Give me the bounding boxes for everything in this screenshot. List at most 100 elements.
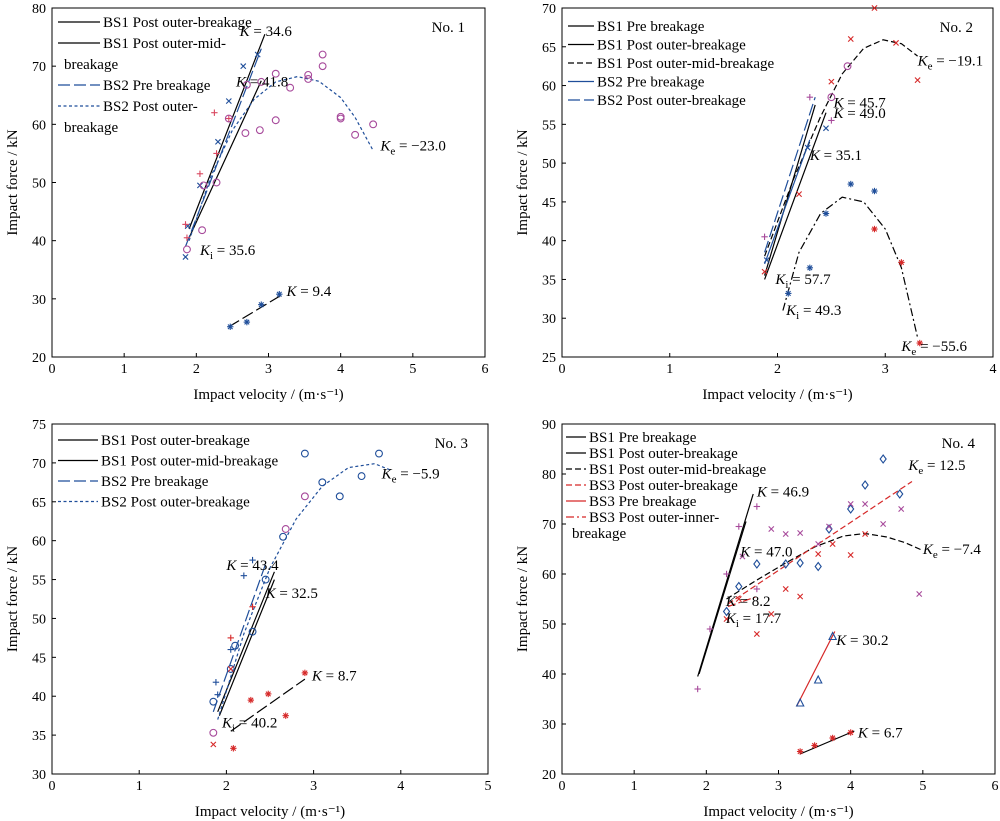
fit-line (188, 33, 266, 230)
data-point (822, 210, 830, 217)
k-annotation: Ki = 35.6 (199, 243, 256, 262)
x-tick-label: 1 (666, 362, 673, 377)
panel-label: No. 3 (435, 436, 468, 452)
data-point (300, 449, 309, 458)
data-point (227, 323, 234, 330)
data-point (916, 339, 923, 347)
data-point (224, 114, 233, 123)
data-point (871, 225, 878, 233)
k-annotation: Ke = −55.6 (900, 339, 967, 358)
data-point (304, 75, 313, 83)
y-tick-label: 45 (542, 196, 556, 211)
data-point (226, 665, 235, 673)
fit-line (764, 139, 811, 265)
data-point (318, 478, 327, 487)
k-annotation: K = 49.0 (833, 106, 886, 122)
data-point (782, 559, 790, 569)
data-point (811, 742, 818, 749)
k-annotation: Ke = −19.1 (917, 53, 984, 72)
chart-panel-2: 0 1 2 3 4 25 30 35 40 45 50 55 60 65 70 Impact velocity… (515, 2, 997, 403)
y-tick-label: 35 (542, 273, 556, 288)
data-point (183, 234, 191, 241)
data-point (761, 233, 768, 240)
y-tick-label: 30 (32, 293, 46, 308)
fit-line (217, 463, 393, 720)
fit-line (727, 595, 758, 608)
data-point (847, 36, 854, 43)
fit-line (726, 532, 924, 600)
x-tick-label: 3 (775, 779, 782, 794)
data-point (276, 290, 283, 298)
data-point (271, 116, 280, 125)
y-tick-label: 75 (32, 418, 46, 433)
x-tick-label: 0 (559, 362, 566, 377)
x-axis-label: Impact velocity / (m·s⁻¹) (193, 387, 343, 403)
x-tick-label: 3 (310, 779, 317, 794)
data-point (768, 611, 775, 617)
legend-entry: BS1 Pre breakage (597, 19, 705, 35)
legend-entry: BS1 Post outer-mid-breakage (101, 454, 279, 470)
fit-line (764, 104, 816, 276)
data-point (300, 492, 309, 501)
data-point (815, 541, 822, 547)
k-annotation: K = 46.9 (756, 485, 809, 501)
data-point (240, 572, 248, 579)
data-point (768, 526, 775, 532)
y-tick-label: 70 (32, 457, 46, 472)
data-point (797, 593, 804, 600)
data-point (826, 523, 833, 530)
k-annotation: K = 9.4 (286, 284, 332, 300)
x-axis-label: Impact velocity / (m·s⁻¹) (195, 804, 345, 820)
data-point (282, 712, 289, 719)
data-point (210, 741, 217, 748)
fit-line (764, 97, 816, 253)
data-point (723, 570, 730, 578)
y-tick-label: 70 (32, 60, 46, 75)
fit-line (799, 730, 855, 755)
x-tick-label: 5 (485, 779, 492, 794)
x-tick-label: 1 (136, 779, 143, 794)
legend-entry: BS2 Pre breakage (103, 78, 211, 94)
x-tick-label: 5 (409, 362, 416, 377)
legend-entry: BS3 Post outer-breakage (589, 478, 738, 494)
data-point (281, 525, 290, 533)
y-axis-label: Impact force / kN (515, 129, 531, 235)
k-annotation: K = 32.5 (265, 586, 318, 602)
y-tick-label: 70 (542, 2, 556, 17)
legend-entry: BS2 Pre breakage (101, 474, 209, 490)
legend-entry: BS1 Post outer-breakage (103, 15, 252, 31)
data-point (822, 125, 829, 132)
data-point (898, 259, 905, 266)
x-tick-label: 4 (337, 362, 344, 377)
k-annotation: Ki = 40.2 (221, 715, 277, 734)
k-annotation: Ki = 57.7 (774, 272, 831, 291)
data-point (199, 181, 208, 190)
data-point (351, 130, 360, 139)
data-point (861, 480, 869, 490)
k-annotation: Ke = −23.0 (379, 139, 446, 158)
data-point (248, 627, 257, 636)
data-point (796, 558, 804, 568)
y-tick-label: 20 (32, 351, 46, 366)
data-point (862, 501, 869, 507)
y-tick-label: 55 (32, 574, 46, 589)
y-tick-label: 50 (32, 612, 46, 627)
x-tick-label: 3 (882, 362, 889, 377)
k-annotation: K = 30.2 (835, 633, 888, 649)
y-tick-label: 40 (32, 235, 46, 250)
data-point (806, 264, 814, 272)
data-point (871, 5, 878, 11)
y-axis-label: Impact force / kN (5, 129, 21, 235)
data-point (846, 504, 855, 514)
data-point (723, 616, 730, 622)
legend-entry: BS1 Pre breakage (589, 430, 697, 446)
fit-line (212, 563, 267, 713)
k-annotation: K = 47.0 (739, 545, 792, 561)
fit-line (217, 571, 275, 713)
k-annotation: K = 8.7 (311, 669, 357, 685)
legend-entry: BS1 Post outer-breakage (101, 433, 250, 449)
data-point (828, 117, 835, 124)
panel-label: No. 1 (432, 20, 465, 36)
data-point (213, 150, 220, 157)
y-tick-label: 30 (32, 768, 46, 783)
